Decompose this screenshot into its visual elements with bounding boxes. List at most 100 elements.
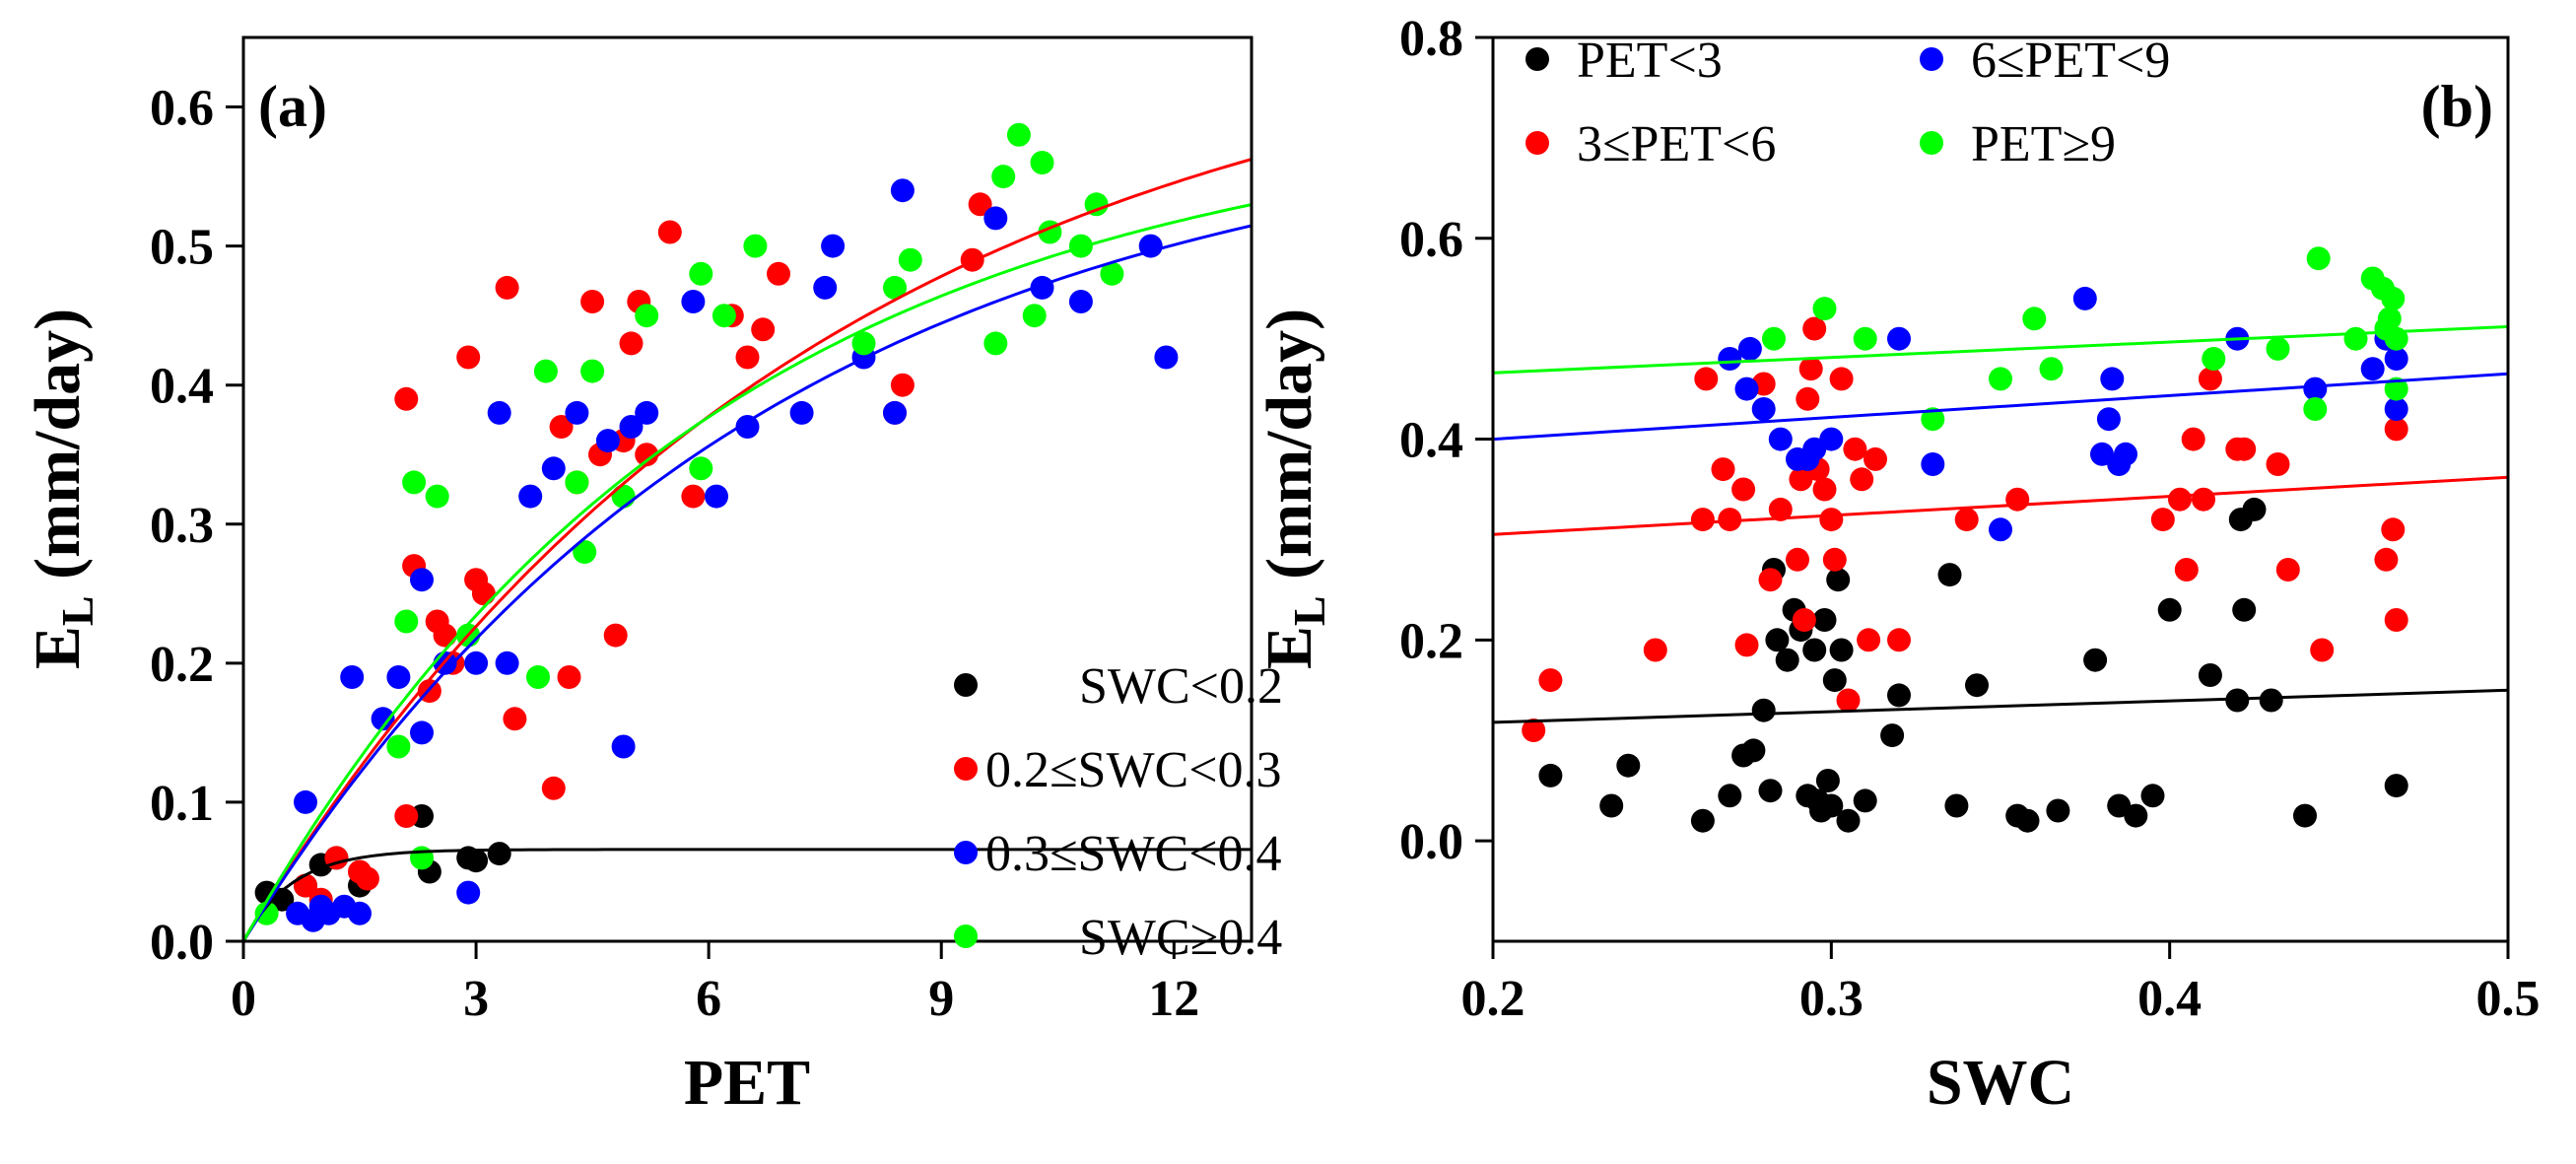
panel-b-series-0-point — [2384, 774, 2408, 798]
panel-b-series-0-point — [1751, 698, 1776, 722]
panel-b-series-0-point — [1822, 668, 1847, 693]
panel-b-series-0-point — [1775, 648, 1799, 672]
panel-a-tag: (a) — [258, 74, 327, 139]
panel-b-series-1-point — [1643, 638, 1667, 662]
panel-b-series-0-point — [1538, 763, 1563, 787]
panel-b-series-1-point — [1758, 568, 1783, 592]
panel-a-series-2-point — [495, 650, 519, 675]
panel-b-series-1-point — [1954, 508, 1979, 532]
panel-a-series-2-point — [1154, 345, 1179, 370]
panel-a-series-2-point — [705, 484, 728, 509]
panel-b-series-1-point — [1798, 357, 1823, 381]
panel-a-series-0-point — [270, 887, 295, 912]
panel-b-series-0-point — [2083, 648, 2108, 672]
panel-b-series-2-point — [1768, 427, 1793, 451]
panel-b-series-3-point — [1812, 297, 1837, 321]
panel-b-y-axis-title-main: E — [1254, 626, 1325, 669]
panel-b: 0.2 0.3 0.4 0.5 0.0 0.2 0.4 0.6 0.8 (b) PET<3 3≤P… — [1254, 11, 2541, 1119]
panel-a-series-2-point — [464, 650, 489, 675]
panel-a-legend-label: 0.3≤SWC<0.4 — [985, 826, 1282, 882]
panel-b-series-3-point — [1853, 326, 1877, 351]
panel-a-series-3-point — [394, 609, 419, 634]
panel-a-series-2-point — [410, 568, 434, 592]
panel-a-series-1-point — [681, 484, 706, 509]
panel-b-legend-marker — [1525, 47, 1549, 71]
panel-a-legend-marker — [954, 673, 978, 697]
panel-a-x-tick-label: 0 — [231, 971, 256, 1027]
panel-b-series-0-point — [2015, 808, 2040, 833]
panel-b-series-0-point — [1802, 638, 1827, 662]
panel-a-y-axis-title-unit: (mm/day) — [22, 308, 94, 595]
panel-a-series-1-point — [549, 415, 574, 439]
panel-b-series-1-point — [2198, 367, 2222, 391]
panel-b-x-tick-label: 0.3 — [1799, 971, 1864, 1027]
panel-b-series-2-point — [1887, 326, 1911, 351]
panel-b-legend-marker — [1920, 131, 1943, 155]
panel-a-series-1-point — [619, 331, 644, 356]
panel-a-series-2-point — [410, 720, 434, 745]
panel-a-legend-marker — [954, 841, 978, 864]
panel-a-plot-frame — [241, 35, 1254, 943]
panel-a-series-3-point — [743, 234, 768, 258]
panel-a-series-1-point — [735, 345, 760, 370]
panel-b-series-0-point — [1616, 753, 1641, 778]
panel-a-series-1-point — [580, 290, 605, 313]
panel-b-series-1-point — [1836, 688, 1861, 713]
panel-b-series-2-point — [2384, 347, 2408, 371]
panel-a-series-3-point — [254, 901, 279, 925]
panel-b-series-2-point — [2114, 442, 2137, 466]
panel-b-series-2-point — [1737, 336, 1762, 361]
panel-a-series-3-point — [851, 331, 876, 356]
panel-b-legend-label: PET<3 — [1577, 33, 1723, 89]
panel-b-x-axis-title: SWC — [1927, 1047, 2074, 1119]
panel-b-series-2-point — [2384, 397, 2408, 421]
panel-b-legend: PET<3 3≤PET<6 6≤PET<9 PET≥9 — [1525, 33, 2170, 172]
panel-b-series-1-point — [2384, 417, 2408, 442]
panel-b-series-3-point — [2039, 357, 2064, 381]
panel-b-series-3-point — [2381, 286, 2406, 310]
panel-a-y-tick-label: 0.4 — [150, 359, 214, 415]
panel-b-series-1-point — [2374, 547, 2399, 572]
panel-b-series-0-point — [1758, 779, 1783, 803]
panel-a-series-2-point — [487, 400, 511, 425]
panel-b-series-0-point — [2140, 784, 2165, 808]
panel-b-series-1-point — [1694, 367, 1719, 391]
panel-a-series-3-fit-line — [241, 203, 1253, 942]
panel-a-series-0-fit-line — [241, 848, 1252, 942]
panel-a-series-3-point — [402, 470, 427, 495]
panel-b-series-2-point — [1921, 452, 1945, 476]
panel-b-series-3-point — [2022, 307, 2047, 331]
panel-a-series-2-point — [619, 415, 644, 439]
panel-a-series-3-point — [533, 359, 558, 383]
panel-b-series-1-point — [1796, 386, 1820, 411]
panel-a-series-1-point — [751, 317, 776, 342]
panel-a-series-1-fit-line — [241, 158, 1253, 942]
panel-a-y-tick-label: 0.3 — [150, 498, 214, 554]
panel-b-series-3-point — [2343, 326, 2368, 351]
panel-a-y-tick-label: 0.5 — [150, 220, 214, 276]
panel-a-series-2-point — [813, 275, 838, 300]
panel-a-x-tick-label: 9 — [928, 971, 954, 1027]
panel-a-series-3-point — [386, 734, 411, 759]
panel-b-series-1-point — [1857, 628, 1881, 652]
panel-b-legend-label: 6≤PET<9 — [1971, 33, 2170, 89]
panel-a-series-2-point — [1068, 290, 1093, 313]
panel-b-series-0-point — [1599, 793, 1624, 818]
panel-a-series-3-point — [898, 247, 922, 272]
panel-a-x-tick-label: 3 — [463, 971, 489, 1027]
panel-b-series-3-point — [2377, 307, 2402, 331]
panel-b-series-0-point — [2232, 597, 2257, 622]
panel-a-series-3-point — [611, 484, 636, 509]
panel-b-series-2-point — [2360, 357, 2385, 381]
panel-b-series-1-point — [2310, 638, 2335, 662]
panel-a-series-3-point — [573, 540, 597, 564]
panel-a-series-1-point — [557, 665, 581, 689]
panel-b-series-1-point — [1887, 628, 1911, 652]
panel-a-series-2-point — [565, 400, 589, 425]
panel-b-series-0-point — [2225, 688, 2250, 713]
panel-b-series-1-point — [2266, 452, 2290, 476]
panel-a-legend-marker — [954, 924, 978, 948]
panel-a-series-3-point — [1100, 261, 1124, 286]
panel-b-series-3-point — [2306, 246, 2331, 271]
